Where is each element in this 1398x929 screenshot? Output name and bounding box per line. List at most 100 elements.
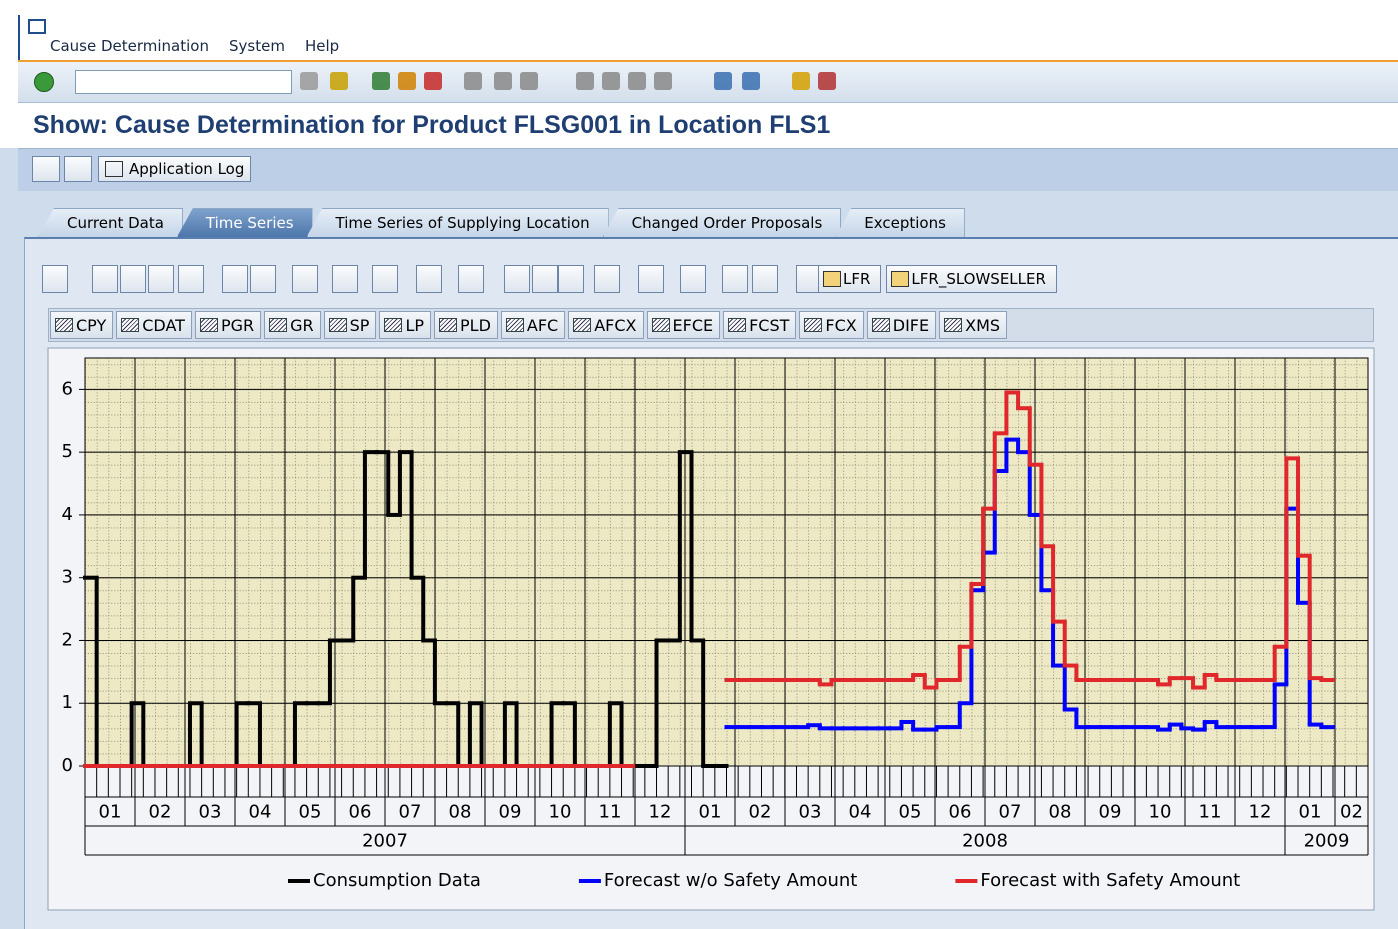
x-tick-label: 10 [1149,802,1172,823]
system-toolbar [18,62,1398,103]
icon-button[interactable] [332,265,358,293]
tab[interactable]: Current Data [38,208,183,237]
toolbar-icon[interactable] [654,72,672,90]
key-figure-label: LP [405,315,424,335]
icon-button[interactable] [148,265,174,293]
key-figure-label: GR [290,315,314,335]
button-icon [823,271,841,287]
toolbar-icon[interactable] [602,72,620,90]
menu-item[interactable]: Cause Determination [50,37,209,55]
enter-button[interactable] [34,72,54,92]
x-tick-label: 06 [349,802,372,823]
key-figure-button[interactable]: FCST [723,311,797,339]
icon-button[interactable] [372,265,398,293]
icon-button[interactable] [504,265,530,293]
key-figure-button[interactable]: CDAT [116,311,192,339]
toolbar-icon[interactable] [300,72,318,90]
key-figure-button[interactable]: EFCE [646,311,721,339]
key-figure-button[interactable]: CPY [50,311,114,339]
x-tick-label: 04 [249,802,272,823]
x-tick-label: 06 [949,802,972,823]
menu-item[interactable]: Help [304,37,340,55]
command-field[interactable] [75,70,292,94]
x-tick-label: 02 [149,802,172,823]
toolbar-icon[interactable] [576,72,594,90]
key-figure-button[interactable]: AFC [500,311,566,339]
application-toolbar: Application Log [18,148,1398,191]
icon-button[interactable] [416,265,442,293]
key-figure-button[interactable]: DIFE [866,311,937,339]
chart-toolbar-button[interactable]: LFR_SLOWSELLER [886,265,1057,293]
year-label: 2008 [962,831,1008,852]
toolbar-icon[interactable] [742,72,760,90]
toolbar-icon[interactable] [714,72,732,90]
key-figure-button[interactable]: GR [264,311,321,339]
toolbar-icon[interactable] [424,72,442,90]
menu-item[interactable]: System [229,37,285,55]
tab[interactable]: Time Series of Supplying Location [306,208,609,237]
x-tick-label: 10 [549,802,572,823]
x-tick-label: 09 [499,802,522,823]
legend-label: Forecast with Safety Amount [980,870,1240,891]
icon-button[interactable] [32,156,60,182]
toolbar-icon[interactable] [330,72,348,90]
icon-button[interactable] [64,156,92,182]
icon-button[interactable] [250,265,276,293]
key-figure-button[interactable]: SP [323,311,377,339]
y-tick-label: 0 [62,755,73,776]
year-label: 2007 [362,831,408,852]
key-figure-button[interactable]: LP [379,311,431,339]
icon-button[interactable] [42,265,68,293]
icon-button[interactable] [458,265,484,293]
key-figure-icon [328,318,347,332]
key-figure-label: AFCX [594,315,637,335]
key-figure-label: DIFE [892,315,930,335]
icon-button[interactable] [796,265,822,293]
menu-icon[interactable] [28,19,46,34]
key-figure-icon [871,318,890,332]
toolbar-icon[interactable] [494,72,512,90]
key-figure-button[interactable]: FCX [799,311,864,339]
key-figure-button[interactable]: AFCX [568,311,644,339]
key-figure-button[interactable]: XMS [939,311,1008,339]
toolbar-icon[interactable] [792,72,810,90]
icon-button[interactable] [594,265,620,293]
toolbar-icon[interactable] [818,72,836,90]
key-figure-icon [651,318,670,332]
tab[interactable]: Time Series [176,208,313,237]
application-log-button[interactable]: Application Log [98,156,252,182]
icon-button[interactable] [532,265,558,293]
key-figure-button[interactable]: PLD [434,311,498,339]
icon-button[interactable] [752,265,778,293]
key-figure-label: SP [349,315,370,335]
toolbar-icon[interactable] [628,72,646,90]
x-tick-label: 02 [1340,802,1363,823]
icon-button[interactable] [92,265,118,293]
x-tick-label: 12 [649,802,672,823]
toolbar-icon[interactable] [520,72,538,90]
tab[interactable]: Exceptions [835,208,965,237]
key-figure-icon [199,318,218,332]
y-tick-label: 3 [62,567,73,588]
key-figure-button[interactable]: PGR [194,311,262,339]
toolbar-icon[interactable] [464,72,482,90]
icon-button[interactable] [680,265,706,293]
icon-button[interactable] [222,265,248,293]
icon-button[interactable] [722,265,748,293]
toolbar-icon[interactable] [398,72,416,90]
x-tick-label: 04 [849,802,872,823]
chart-toolbar-button[interactable]: LFR [818,265,882,293]
icon-button[interactable] [558,265,584,293]
icon-button[interactable] [292,265,318,293]
icon-button[interactable] [178,265,204,293]
toolbar-icon[interactable] [372,72,390,90]
key-figure-label: PGR [220,315,255,335]
button-label: LFR [843,270,871,288]
icon-button[interactable] [638,265,664,293]
tab[interactable]: Changed Order Proposals [602,208,842,237]
legend-label: Forecast w/o Safety Amount [604,870,857,891]
x-tick-label: 05 [299,802,322,823]
legend-swatch [288,879,310,883]
icon-button[interactable] [120,265,146,293]
menu-list: Cause Determination System Help [50,37,339,55]
